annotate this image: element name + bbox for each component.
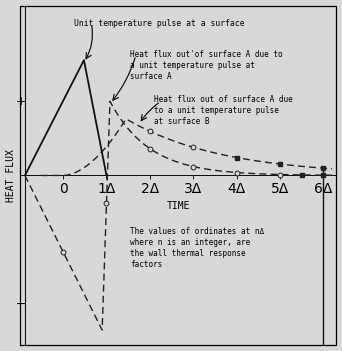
Text: +: + [16, 95, 26, 108]
X-axis label: TIME: TIME [166, 201, 190, 211]
Text: Heat flux out of surface A due
to a unit temperature pulse
at surface B: Heat flux out of surface A due to a unit… [154, 95, 293, 126]
Text: −: − [16, 298, 26, 311]
Text: The values of ordinates at nΔ
where n is an integer, are
the wall thermal respon: The values of ordinates at nΔ where n is… [130, 227, 264, 269]
Y-axis label: HEAT FLUX: HEAT FLUX [5, 149, 15, 202]
Text: Heat flux out'of surface A due to
a unit temperature pulse at
surface A: Heat flux out'of surface A due to a unit… [130, 50, 283, 81]
Text: Unit temperature pulse at a surface: Unit temperature pulse at a surface [74, 19, 245, 28]
